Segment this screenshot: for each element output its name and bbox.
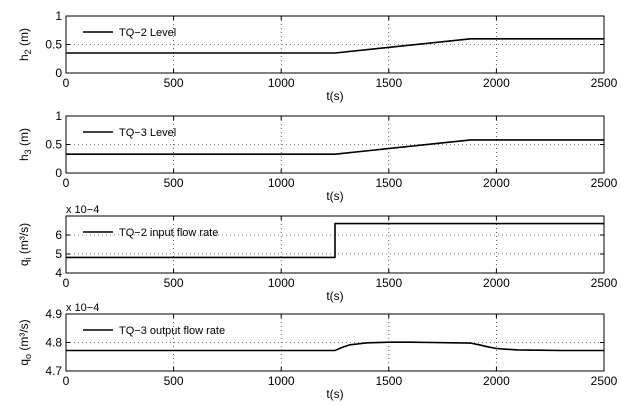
x-tick-label: 1000 — [268, 374, 295, 388]
y-axis-label-main: h — [17, 54, 31, 61]
y-axis-label: qo (m³/s) — [17, 319, 33, 365]
x-tick-label: 2500 — [591, 176, 618, 190]
x-tick-label: 2000 — [483, 374, 510, 388]
y-tick-label: 4.7 — [45, 364, 62, 378]
series-line — [66, 139, 604, 155]
series-line — [66, 341, 604, 352]
x-tick-label: 500 — [164, 276, 184, 290]
y-axis-label-unit: (m³/s) — [17, 319, 31, 354]
x-tick-label: 0 — [63, 374, 70, 388]
legend-label: TQ−3 output flow rate — [119, 325, 225, 337]
x-tick-label: 1500 — [375, 176, 402, 190]
y-axis-label-unit: (m) — [17, 128, 31, 149]
y-tick-label: 0.5 — [45, 138, 62, 152]
subplot-2: 0 500 1000 1500 2000 2500 0 0.5 1 t(s) h3 (m) TQ−3 … — [17, 109, 618, 203]
subplot-4: 0 500 1000 1500 2000 2500 4.7 4.8 4.9 x 10−4 t(s) q… — [17, 302, 618, 401]
x-tick-label: 2000 — [483, 76, 510, 90]
x-tick-label: 2500 — [591, 76, 618, 90]
y-axis-label-subscript: i — [23, 257, 33, 259]
x-axis-label: t(s) — [326, 89, 343, 103]
exponent-label: x 10−4 — [66, 204, 99, 216]
y-axis-label-unit: (m) — [17, 28, 31, 49]
x-axis-label: t(s) — [326, 189, 343, 203]
x-tick-label: 0 — [63, 176, 70, 190]
x-tick-label: 1000 — [268, 276, 295, 290]
y-axis-label-main: q — [17, 359, 31, 366]
y-tick-label: 0.5 — [45, 38, 62, 52]
subplot-3: 0 500 1000 1500 2000 2500 4 5 6 x 10−4 t(s) qi (m³/… — [17, 204, 618, 303]
y-axis-label-subscript: 2 — [23, 49, 33, 54]
x-tick-label: 500 — [164, 76, 184, 90]
x-tick-label: 1500 — [375, 374, 402, 388]
x-tick-label: 2000 — [483, 276, 510, 290]
y-tick-label: 0 — [55, 166, 62, 180]
x-axis-label: t(s) — [326, 387, 343, 401]
y-tick-label: 4 — [55, 266, 62, 280]
y-tick-label: 5 — [55, 247, 62, 261]
y-tick-label: 4.8 — [45, 336, 62, 350]
x-tick-label: 2000 — [483, 176, 510, 190]
legend-label: TQ−2 Level — [119, 27, 176, 39]
x-tick-label: 500 — [164, 374, 184, 388]
y-axis-label-subscript: o — [23, 354, 33, 359]
y-axis-label-main: q — [17, 259, 31, 266]
y-tick-label: 1 — [55, 9, 62, 23]
y-tick-label: 4.9 — [45, 307, 62, 321]
x-tick-label: 1000 — [268, 76, 295, 90]
y-axis-label: qi (m³/s) — [17, 223, 33, 266]
y-axis-label: h3 (m) — [17, 128, 33, 161]
x-tick-label: 2500 — [591, 276, 618, 290]
exponent-label: x 10−4 — [66, 302, 99, 314]
x-tick-label: 2500 — [591, 374, 618, 388]
legend-label: TQ−2 input flow rate — [119, 227, 218, 239]
axes-box — [65, 215, 605, 274]
y-axis-label-main: h — [17, 154, 31, 161]
x-tick-label: 1000 — [268, 176, 295, 190]
y-tick-label: 6 — [55, 228, 62, 242]
subplot-1: 0 500 1000 1500 2000 2500 0 0.5 1 t(s) h2 (m) TQ−2 … — [17, 9, 618, 103]
x-tick-label: 1500 — [375, 276, 402, 290]
x-tick-label: 0 — [63, 276, 70, 290]
series-line — [66, 222, 604, 259]
x-tick-label: 500 — [164, 176, 184, 190]
y-axis-label: h2 (m) — [17, 28, 33, 61]
y-axis-label-unit: (m³/s) — [17, 223, 31, 258]
x-tick-label: 0 — [63, 76, 70, 90]
y-tick-label: 1 — [55, 109, 62, 123]
series-line — [66, 37, 604, 54]
y-axis-label-subscript: 3 — [23, 149, 33, 154]
x-axis-label: t(s) — [326, 289, 343, 303]
x-tick-label: 1500 — [375, 76, 402, 90]
legend-label: TQ−3 Level — [119, 127, 176, 139]
y-tick-label: 0 — [55, 66, 62, 80]
